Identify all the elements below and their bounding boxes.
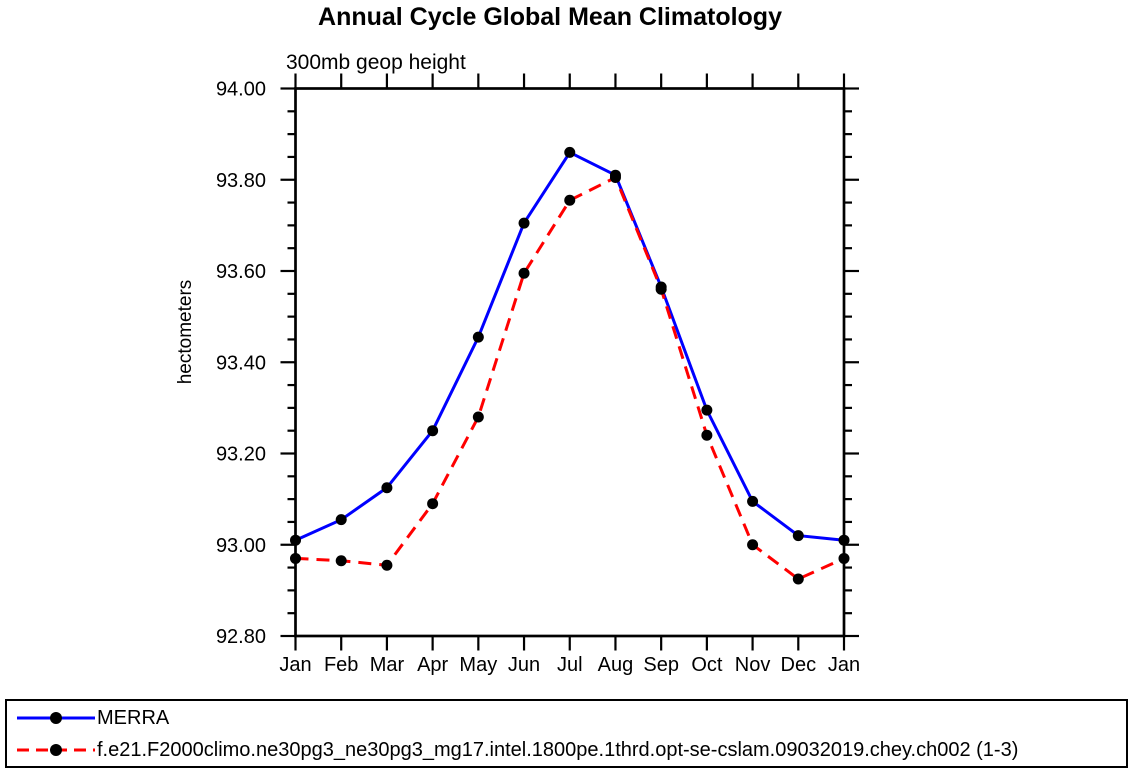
x-tick-label: Dec <box>781 654 817 676</box>
x-tick-label: Aug <box>598 654 634 676</box>
x-tick-label: Apr <box>417 654 448 676</box>
y-tick-label: 93.60 <box>216 261 266 283</box>
legend-box: MERRA f.e21.F2000climo.ne30pg3_ne30pg3_mg… <box>5 699 1128 768</box>
x-tick-label: Nov <box>735 654 771 676</box>
x-tick-label: Jan <box>828 654 860 676</box>
x-tick-label: May <box>459 654 497 676</box>
data-point <box>290 534 301 546</box>
data-point <box>655 283 667 295</box>
legend-item: f.e21.F2000climo.ne30pg3_ne30pg3_mg17.in… <box>11 737 1018 763</box>
series-line-0 <box>294 150 845 542</box>
data-point <box>427 425 439 437</box>
legend-label: MERRA <box>97 706 170 729</box>
data-point <box>838 552 850 564</box>
legend-marker-dot <box>50 712 62 724</box>
x-tick-label: Feb <box>324 654 358 676</box>
data-point <box>792 530 804 542</box>
data-point <box>747 539 759 551</box>
y-axis-labels: 94.00 93.80 93.60 93.40 93.20 93.00 92.80 <box>216 79 266 649</box>
data-point <box>701 404 713 416</box>
data-point <box>518 217 530 229</box>
x-axis-ticks <box>294 73 846 651</box>
series-markers-1 <box>290 171 850 585</box>
x-tick-label: Mar <box>370 654 405 676</box>
y-axis-ticks <box>280 87 859 638</box>
data-point <box>381 559 393 571</box>
data-point <box>335 555 347 567</box>
data-point <box>747 495 759 507</box>
y-tick-label: 92.80 <box>216 626 266 648</box>
y-axis-title: hectometers <box>175 280 196 385</box>
legend-marker-dot <box>50 744 62 756</box>
x-tick-label: Jan <box>279 654 311 676</box>
data-point <box>792 573 804 585</box>
y-tick-label: 93.40 <box>216 352 266 374</box>
data-point <box>472 411 484 423</box>
data-point <box>701 429 713 441</box>
data-point <box>335 514 347 526</box>
legend-line-sample <box>17 712 95 724</box>
legend-label: f.e21.F2000climo.ne30pg3_ne30pg3_mg17.in… <box>97 738 1019 761</box>
data-point <box>564 146 576 158</box>
data-point <box>381 482 393 494</box>
legend-item: MERRA <box>11 705 169 731</box>
y-tick-label: 93.80 <box>216 170 266 192</box>
legend-line-sample <box>17 744 95 756</box>
y-tick-label: 94.00 <box>216 79 266 101</box>
data-point <box>518 267 530 279</box>
axis-box <box>294 87 846 638</box>
y-tick-label: 93.20 <box>216 444 266 466</box>
series-markers-0 <box>290 146 850 546</box>
data-point <box>609 171 621 183</box>
x-tick-label: Jun <box>508 654 540 676</box>
chart-subtitle: 300mb geop height <box>286 51 466 74</box>
data-point <box>838 534 850 546</box>
plot-area: 94.00 93.80 93.60 93.40 93.20 93.00 92.80 Jan Fe… <box>175 73 860 676</box>
data-point <box>427 498 439 510</box>
data-point <box>564 194 576 206</box>
data-point <box>472 331 484 343</box>
data-point <box>290 552 301 564</box>
x-axis-labels: Jan Feb Mar Apr May Jun Jul Aug Sep Oct Nov Dec Jan <box>279 654 860 676</box>
x-tick-label: Sep <box>643 654 679 676</box>
y-tick-label: 93.00 <box>216 535 266 557</box>
chart-title: Annual Cycle Global Mean Climatology <box>318 3 782 31</box>
series-line-1 <box>295 175 845 581</box>
x-tick-label: Oct <box>691 654 723 676</box>
x-tick-label: Jul <box>557 654 583 676</box>
